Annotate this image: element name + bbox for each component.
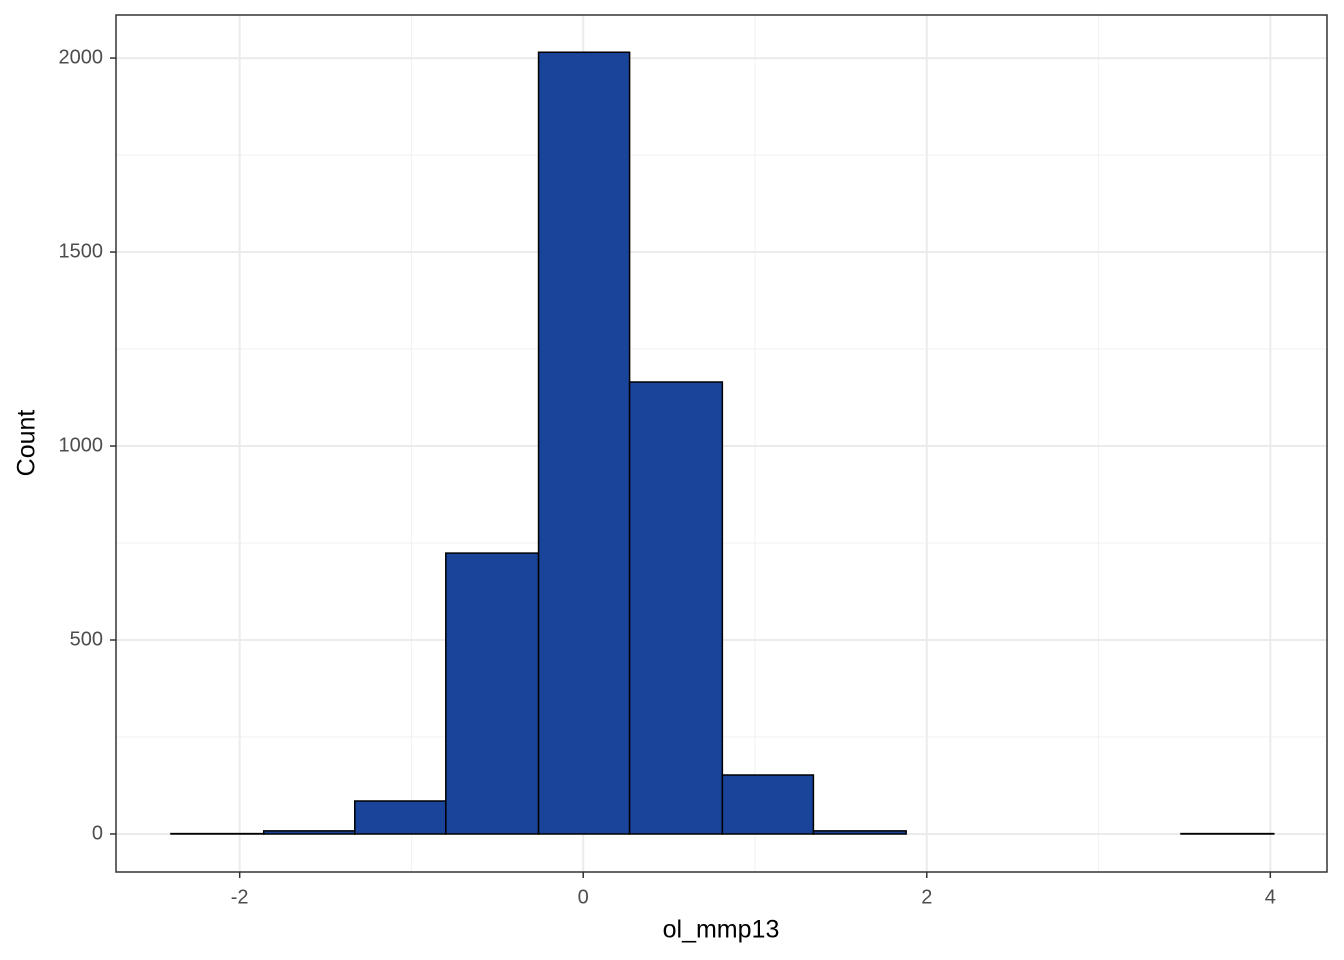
bar bbox=[537, 51, 631, 835]
bar bbox=[628, 381, 724, 835]
x-tick-label: 0 bbox=[578, 886, 589, 908]
bar bbox=[812, 830, 907, 835]
x-tick-label: 2 bbox=[921, 886, 932, 908]
bar bbox=[721, 774, 815, 835]
y-tick-label: 1000 bbox=[59, 434, 104, 456]
panel-border bbox=[115, 14, 1328, 873]
y-tick-label: 2000 bbox=[59, 46, 104, 68]
x-axis-title: ol_mmp13 bbox=[663, 916, 780, 944]
x-tick-label: -2 bbox=[231, 886, 249, 908]
bar bbox=[354, 800, 447, 835]
y-tick-label: 1500 bbox=[59, 240, 104, 262]
x-tick-label: 4 bbox=[1265, 886, 1276, 908]
y-tick-label: 0 bbox=[92, 822, 103, 844]
bar bbox=[262, 830, 356, 835]
y-tick-label: 500 bbox=[70, 628, 103, 650]
bar bbox=[445, 552, 540, 835]
y-axis-title: Count bbox=[13, 410, 41, 477]
